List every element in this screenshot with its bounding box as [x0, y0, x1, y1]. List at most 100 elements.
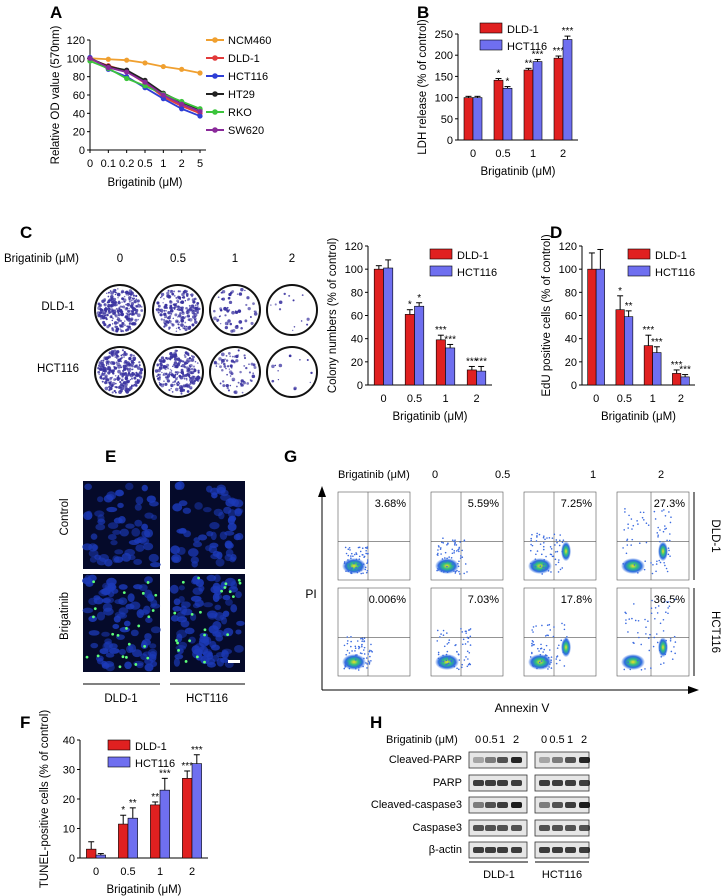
flow-density-apoptotic	[561, 637, 571, 658]
flow-event-dot	[667, 547, 670, 549]
blot-band	[539, 802, 550, 808]
chart-a-point	[105, 56, 111, 62]
colony-dot	[122, 364, 127, 369]
flow-event-dot	[467, 663, 470, 666]
chart-f-xtick-label: 1	[157, 866, 163, 878]
flow-event-dot	[545, 555, 547, 558]
colony-dot	[114, 352, 116, 354]
blot-band	[579, 780, 590, 786]
colony-dot	[113, 366, 118, 370]
colony-dot	[109, 304, 113, 308]
chart-c-bar	[414, 305, 425, 386]
flow-event-dot	[451, 552, 454, 555]
flow-event-dot	[350, 570, 353, 573]
flow-event-dot	[563, 665, 566, 667]
tunel-nucleus	[84, 483, 93, 490]
flow-event-dot	[349, 566, 351, 568]
colony-dot	[184, 384, 188, 388]
flow-event-dot	[352, 559, 355, 562]
flow-event-dot	[359, 550, 362, 553]
flow-event-dot	[537, 647, 539, 650]
tunel-positive-cell	[125, 627, 128, 630]
flow-event-dot	[657, 534, 659, 536]
flow-event-dot	[461, 663, 463, 666]
colony-dot	[230, 359, 235, 363]
tunel-nucleus	[141, 523, 149, 531]
colony-dot	[197, 376, 201, 380]
tunel-nucleus	[119, 528, 129, 537]
flow-event-dot	[469, 644, 472, 646]
chart-c-legend-label: DLD-1	[457, 250, 489, 262]
colony-dot	[169, 306, 173, 310]
blot-band	[473, 757, 484, 763]
chart-b-bar	[463, 97, 474, 141]
colony-dot	[136, 366, 141, 370]
colony-dot	[154, 369, 159, 373]
tunel-nucleus	[108, 647, 120, 654]
blot-band	[511, 825, 522, 831]
panel-label-c: C	[20, 223, 32, 242]
flow-event-dot	[442, 569, 445, 572]
colony-dot	[223, 306, 227, 311]
flow-event-dot	[350, 568, 353, 570]
colony-dot	[112, 317, 114, 320]
chart-d-bar	[652, 352, 662, 386]
colony-dot	[177, 326, 180, 329]
tunel-nucleus	[142, 605, 151, 615]
tunel-nucleus	[170, 545, 181, 555]
flow-event-dot	[461, 666, 463, 669]
blot-band	[552, 847, 563, 853]
colony-dot	[243, 357, 247, 360]
flow-event-dot	[454, 572, 457, 574]
blot-band	[473, 780, 484, 786]
tunel-nucleus	[129, 601, 141, 610]
chart-f-ytick-label: 10	[63, 824, 75, 836]
western-blot-panel: Brigatinib (μM) DLD-1 HCT116 0 00.5 0.51 12…	[371, 734, 590, 881]
colony-dot	[183, 354, 186, 357]
colony-dot	[293, 326, 296, 328]
flow-event-dot	[556, 541, 558, 544]
flow-event-dot	[360, 644, 363, 646]
flow-event-dot	[359, 663, 362, 666]
colony-dot	[105, 318, 108, 321]
flow-event-dot	[363, 657, 365, 660]
flow-event-dot	[652, 563, 654, 566]
flow-event-dot	[437, 567, 439, 570]
colony-dot	[119, 389, 123, 393]
colony-dot	[229, 384, 232, 387]
flow-event-dot	[530, 539, 532, 542]
tunel-positive-cell	[116, 633, 120, 637]
tunel-nucleus	[187, 548, 199, 557]
flow-event-dot	[450, 659, 452, 662]
flow-event-dot	[674, 598, 677, 601]
tunel-nucleus	[178, 596, 185, 603]
colony-dot	[130, 310, 132, 312]
flow-event-dot	[437, 569, 440, 571]
chart-c-xtick-label: 1	[442, 393, 448, 405]
blot-band	[497, 780, 508, 786]
colony-dot	[119, 323, 124, 328]
chart-a-point	[124, 69, 130, 75]
colony-dot	[108, 311, 111, 314]
flow-event-dot	[453, 540, 455, 543]
flow-event-dot	[665, 567, 668, 570]
colony-dot	[178, 382, 181, 385]
flow-event-dot	[544, 655, 546, 657]
colony-dot	[181, 316, 185, 320]
tunel-nucleus	[112, 623, 120, 630]
flow-event-dot	[358, 646, 361, 649]
colony-dot	[128, 296, 132, 300]
colony-dot	[233, 390, 237, 394]
colony-dot	[121, 353, 124, 356]
blot-band	[497, 757, 508, 763]
flow-event-dot	[538, 650, 540, 652]
flow-event-dot	[363, 646, 366, 649]
flow-event-dot	[633, 642, 635, 645]
chart-c-sig-mark: *	[417, 293, 421, 304]
flow-event-dot	[539, 565, 542, 567]
flow-event-dot	[355, 553, 358, 555]
colony-dot	[122, 384, 125, 388]
colony-dot	[299, 359, 301, 361]
flow-event-dot	[647, 620, 649, 622]
flow-event-dot	[653, 636, 656, 639]
